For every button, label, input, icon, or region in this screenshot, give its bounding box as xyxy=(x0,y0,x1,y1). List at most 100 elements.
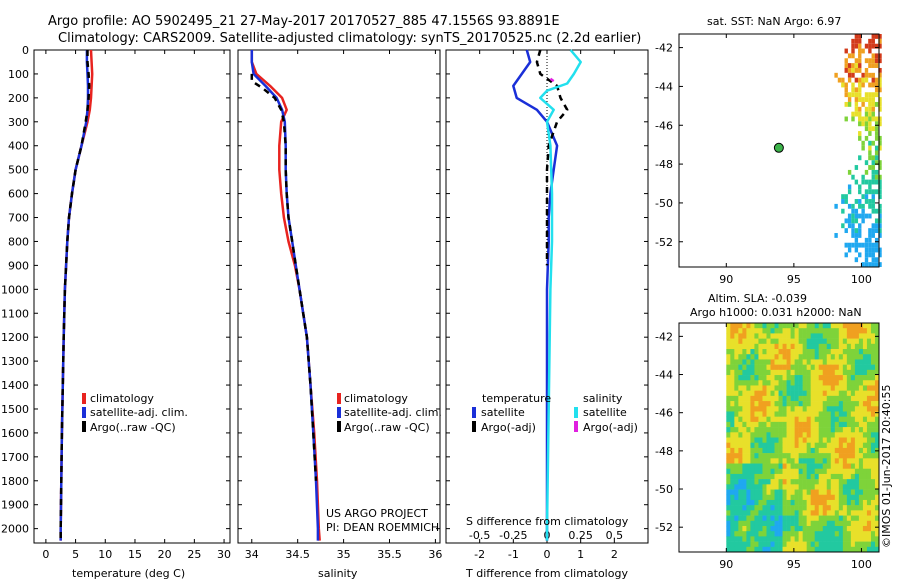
sla-cell xyxy=(858,395,864,402)
sla-cell xyxy=(734,395,739,402)
sla-cell xyxy=(770,546,775,553)
sla-cell xyxy=(846,442,852,449)
sla-cell xyxy=(798,328,803,334)
sla-cell xyxy=(842,333,848,339)
sla-cell xyxy=(782,484,787,490)
sst-cell xyxy=(847,203,852,209)
sla-cell xyxy=(802,385,807,391)
sla-cell xyxy=(866,473,872,480)
sla-cell xyxy=(810,354,816,360)
sla-cell xyxy=(846,395,852,402)
sla-cell xyxy=(730,359,735,365)
sla-cell xyxy=(862,458,868,464)
sla-cell xyxy=(774,531,779,537)
sla-cell xyxy=(750,546,755,553)
sla-cell xyxy=(830,494,836,501)
sla-cell xyxy=(750,427,755,433)
sla-cell xyxy=(770,406,775,412)
sla-cell xyxy=(758,375,763,381)
sst-cell xyxy=(871,160,875,166)
sst-cell xyxy=(868,228,872,234)
sla-cell xyxy=(790,385,795,391)
sla-cell xyxy=(810,323,816,329)
sst-cell xyxy=(851,218,855,224)
sla-cell xyxy=(762,458,767,464)
sla-cell xyxy=(846,375,852,381)
sst-cell xyxy=(858,53,862,59)
sla-cell xyxy=(726,515,731,522)
sla-cell xyxy=(778,338,783,345)
sla-cell xyxy=(854,390,860,397)
sla-cell xyxy=(862,520,868,527)
sla-cell xyxy=(818,359,824,365)
sla-cell xyxy=(850,473,856,480)
sst-cell xyxy=(871,165,875,170)
sla-cell xyxy=(862,343,868,350)
sst-cell xyxy=(868,101,872,107)
sla-cell xyxy=(842,494,848,501)
sla-cell xyxy=(810,338,816,345)
sla-cell xyxy=(830,328,836,334)
sla-cell xyxy=(862,416,868,423)
sla-cell xyxy=(850,515,856,522)
sst-cell xyxy=(864,252,869,258)
sla-cell xyxy=(870,458,876,464)
sla-cell xyxy=(850,401,856,407)
legend-satellite-label: satellite-adj. clim. xyxy=(90,406,188,419)
sla-cell xyxy=(826,349,832,355)
sla-cell xyxy=(794,494,799,501)
sla-cell xyxy=(738,531,743,537)
sla-cell xyxy=(786,453,791,459)
sst-cell xyxy=(837,77,842,83)
sla-cell xyxy=(814,510,820,516)
sst-cell xyxy=(851,208,855,214)
sla-cell xyxy=(838,421,844,428)
sla-cell xyxy=(794,484,799,490)
sla-cell xyxy=(850,338,856,345)
sla-cell xyxy=(850,531,856,537)
sla-cell xyxy=(738,401,743,407)
sla-cell xyxy=(846,427,852,433)
sst-cell xyxy=(861,242,865,248)
sst-cell xyxy=(854,34,859,39)
sla-cell xyxy=(766,505,771,511)
sla-cell xyxy=(830,484,836,490)
sla-cell xyxy=(786,499,791,506)
sla-cell xyxy=(770,494,775,501)
sla-cell xyxy=(822,338,828,345)
sla-cell xyxy=(726,458,731,464)
sla-cell xyxy=(734,343,739,350)
sla-cell xyxy=(830,463,836,470)
sla-cell xyxy=(798,541,803,548)
sla-cell xyxy=(758,515,763,522)
sla-cell xyxy=(734,401,739,407)
sla-cell xyxy=(766,359,771,365)
lon-tick-label: 95 xyxy=(787,273,801,286)
sla-cell xyxy=(726,473,731,480)
sla-cell xyxy=(786,489,791,496)
x-tick-label: 15 xyxy=(128,548,142,561)
sla-cell xyxy=(818,416,824,423)
sla-cell xyxy=(750,401,755,407)
sla-cell xyxy=(814,536,820,542)
copyright-symbol: © xyxy=(880,537,893,548)
sst-map-title: sat. SST: NaN Argo: 6.97 xyxy=(707,15,841,28)
sla-cell xyxy=(742,536,747,542)
sla-cell xyxy=(874,510,880,516)
sla-cell xyxy=(822,463,828,470)
sla-cell xyxy=(858,484,864,490)
sst-cell xyxy=(847,63,852,68)
sla-cell xyxy=(786,359,791,365)
sla-cell xyxy=(726,468,731,475)
sla-cell xyxy=(778,473,783,480)
sla-cell xyxy=(750,375,755,381)
sla-cell xyxy=(790,364,795,371)
sla-cell xyxy=(778,536,783,542)
sla-cell xyxy=(814,458,820,464)
sla-cell xyxy=(754,499,759,506)
sla-cell xyxy=(786,333,791,339)
sla-cell xyxy=(782,453,787,459)
sla-cell xyxy=(754,411,759,417)
temperature-series xyxy=(59,49,94,541)
sla-cell xyxy=(770,385,775,391)
